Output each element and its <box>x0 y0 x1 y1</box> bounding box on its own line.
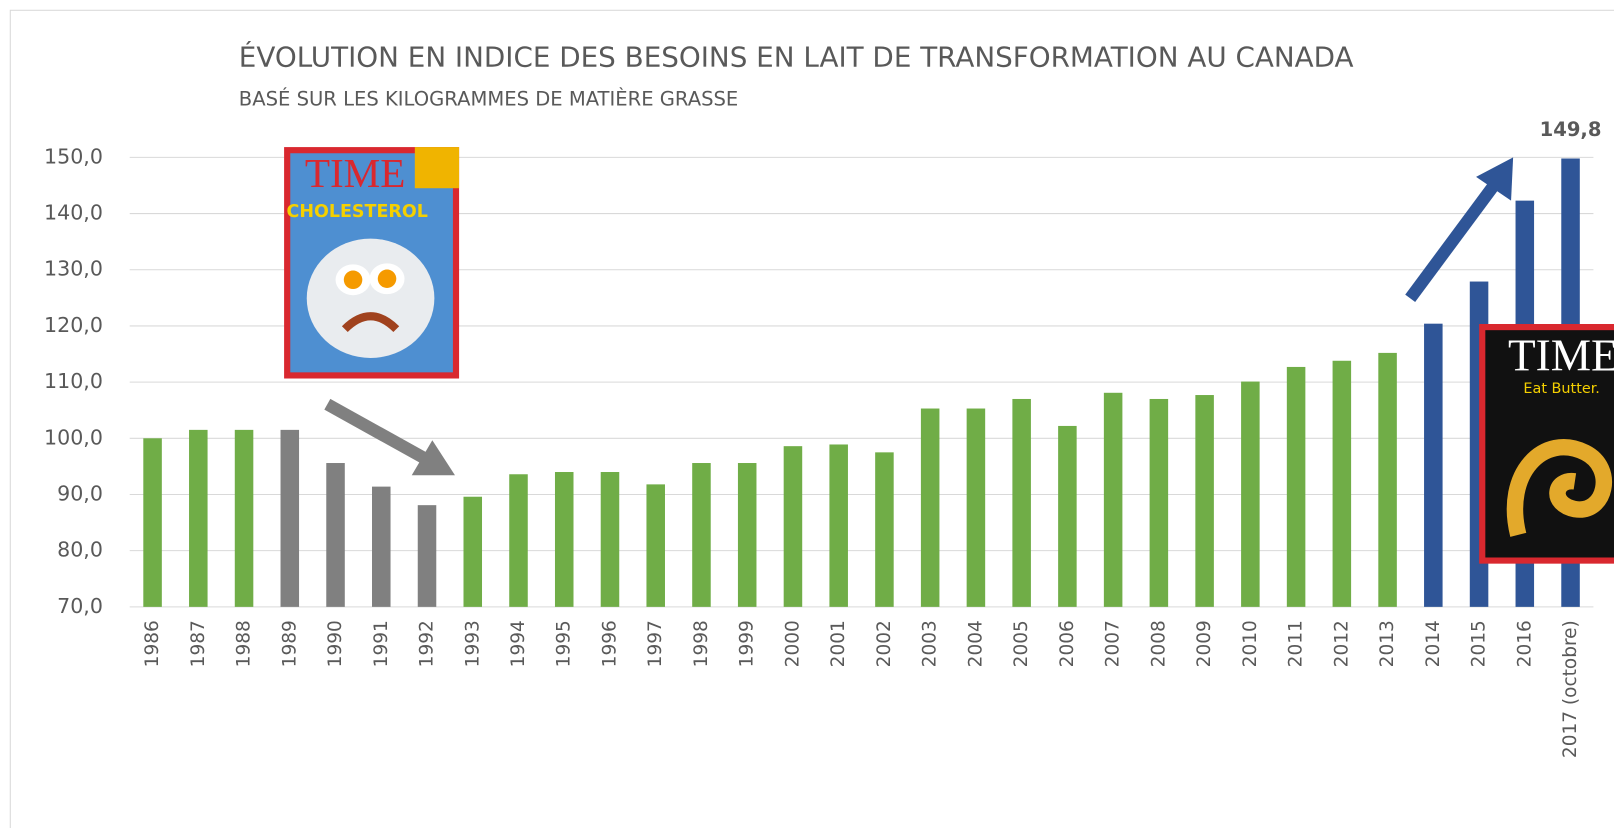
cover-masthead: TIME <box>305 150 406 196</box>
x-tick-label: 1994 <box>508 620 529 667</box>
chart-frame <box>9 9 1614 828</box>
x-tick-label: 1991 <box>371 620 392 667</box>
bar <box>737 463 757 607</box>
x-tick-label: 2010 <box>1240 620 1261 667</box>
x-tick-label: 2013 <box>1377 620 1398 667</box>
x-tick-label: 1989 <box>279 620 300 667</box>
x-tick-label: 2012 <box>1331 620 1352 667</box>
x-tick-label: 2008 <box>1148 620 1169 667</box>
magazine-cover: TIME CHOLESTEROL <box>284 147 460 379</box>
x-tick-label: 1988 <box>234 620 255 667</box>
bar <box>966 408 986 607</box>
x-tick-label: 2003 <box>920 620 941 667</box>
x-tick-label: 1993 <box>462 620 483 667</box>
bar <box>692 463 711 607</box>
x-tick-label: 2015 <box>1469 620 1490 667</box>
y-tick-label: 130,0 <box>44 257 103 281</box>
x-tick-label: 2001 <box>828 620 849 667</box>
x-tick-label: 2007 <box>1103 620 1124 667</box>
x-tick-label: 2016 <box>1514 620 1535 667</box>
x-tick-label: 2005 <box>1011 620 1032 667</box>
x-tick-label: 1997 <box>645 620 666 667</box>
x-tick-label: 1996 <box>599 620 620 667</box>
x-tick-label: 2004 <box>965 620 986 667</box>
bar <box>1241 381 1260 607</box>
arrow-down <box>324 398 455 476</box>
chart-title: ÉVOLUTION EN INDICE DES BESOINS EN LAIT … <box>239 40 1354 74</box>
x-tick-label: 2017 (octobre) <box>1560 620 1581 758</box>
bar <box>1058 425 1077 607</box>
magazine-cover: TIME Eat Butter. <box>1479 324 1614 564</box>
y-tick-label: 100,0 <box>44 425 103 449</box>
bar <box>1286 366 1306 607</box>
bar <box>280 429 300 607</box>
x-tick-label: 1999 <box>737 620 758 667</box>
bar <box>1195 395 1214 607</box>
x-tick-label: 2006 <box>1057 620 1078 667</box>
bar <box>234 429 254 607</box>
x-tick-label: 1990 <box>325 620 346 667</box>
y-tick-label: 110,0 <box>44 369 103 393</box>
bar <box>326 463 345 607</box>
x-tick-label: 2000 <box>782 620 803 667</box>
bar <box>554 472 574 607</box>
bar <box>920 408 940 607</box>
x-tick-label: 1992 <box>417 620 438 667</box>
cover-masthead: TIME <box>1508 330 1614 380</box>
bar <box>783 446 803 607</box>
bar <box>1332 360 1352 607</box>
bar <box>600 472 620 607</box>
y-tick-label: 120,0 <box>44 313 103 337</box>
x-tick-label: 2009 <box>1194 620 1215 667</box>
bar <box>143 438 162 607</box>
bar <box>829 444 848 607</box>
bar <box>189 429 208 607</box>
x-tick-label: 2011 <box>1286 620 1307 667</box>
cover-headline: Eat Butter. <box>1523 381 1599 397</box>
data-label: 149,8 <box>1540 118 1602 141</box>
bar <box>1424 323 1443 607</box>
bar <box>875 452 894 607</box>
x-tick-label: 1987 <box>188 620 209 667</box>
bar <box>1149 398 1169 607</box>
x-tick-label: 1998 <box>691 620 712 667</box>
bar <box>1012 398 1031 607</box>
x-tick-label: 2014 <box>1423 620 1444 667</box>
bar <box>372 486 391 607</box>
bar <box>509 474 528 607</box>
bar <box>1378 352 1397 607</box>
x-tick-label: 2002 <box>874 620 895 667</box>
arrow-up <box>1405 157 1514 302</box>
y-tick-label: 150,0 <box>44 144 103 168</box>
x-tick-label: 1995 <box>554 620 575 667</box>
y-tick-label: 140,0 <box>44 201 103 225</box>
x-tick-label: 1986 <box>142 620 163 667</box>
y-tick-label: 90,0 <box>57 481 103 505</box>
bar <box>417 505 437 607</box>
y-tick-label: 80,0 <box>57 538 103 562</box>
bar <box>463 496 483 607</box>
chart-subtitle: BASÉ SUR LES KILOGRAMMES DE MATIÈRE GRAS… <box>239 87 738 110</box>
y-tick-label: 70,0 <box>57 594 103 618</box>
bar <box>1103 392 1123 607</box>
cover-headline: CHOLESTEROL <box>286 202 427 222</box>
bar <box>646 484 665 607</box>
